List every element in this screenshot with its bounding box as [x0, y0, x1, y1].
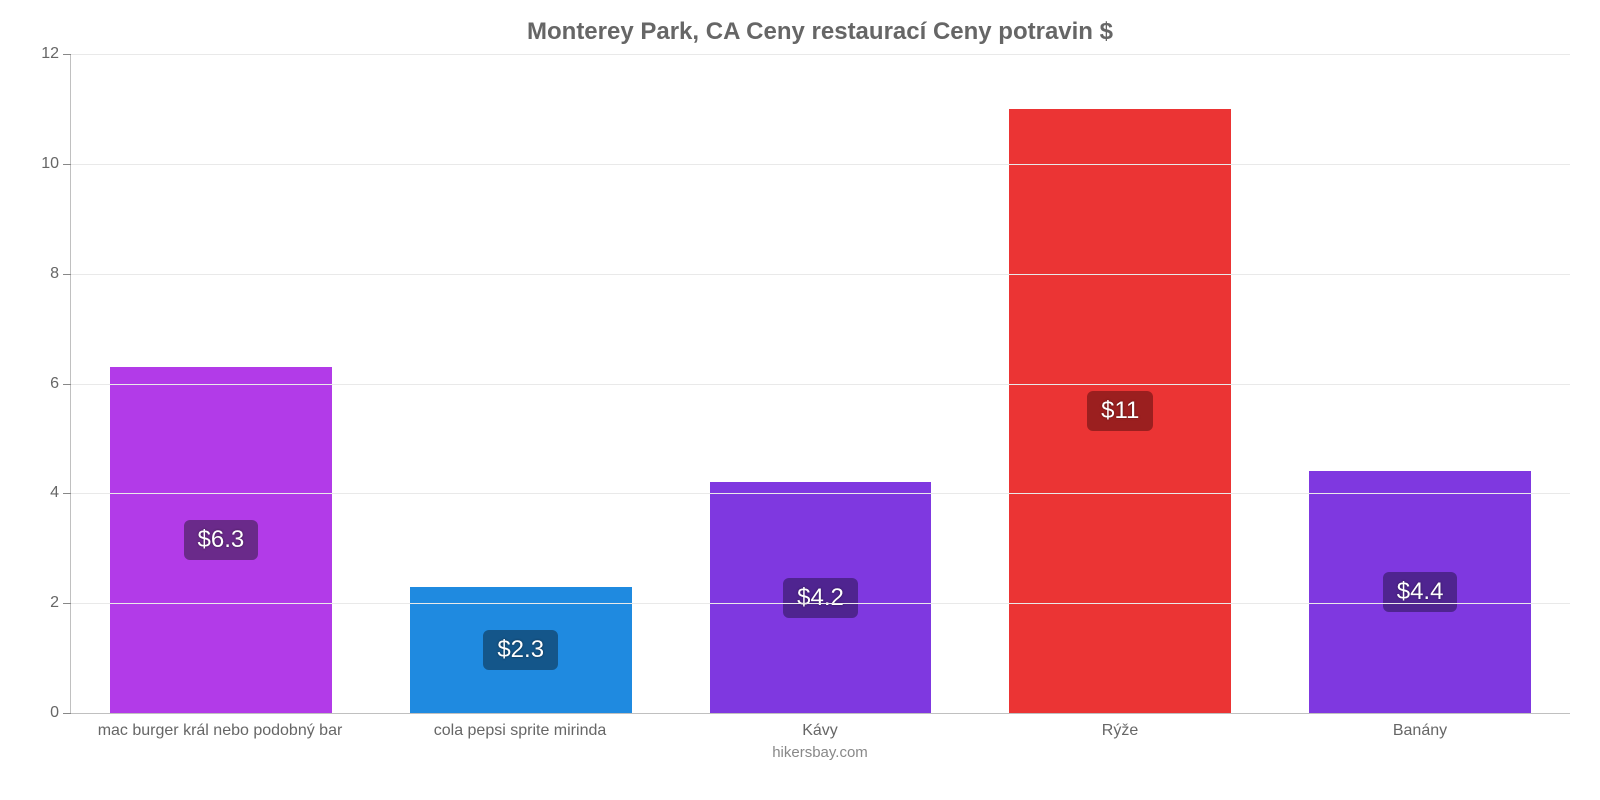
x-axis: mac burger král nebo podobný barcola pep…: [70, 722, 1570, 740]
y-axis-label: 0: [50, 704, 71, 722]
bar: $6.3: [110, 367, 332, 713]
value-badge: $11: [1087, 391, 1153, 431]
gridline: [71, 274, 1570, 275]
y-axis-label: 10: [41, 155, 71, 173]
bar: $4.2: [710, 482, 932, 713]
x-axis-label: mac burger král nebo podobný bar: [70, 722, 370, 740]
attribution-text: hikersbay.com: [70, 744, 1570, 761]
x-axis-label: Kávy: [670, 722, 970, 740]
gridline: [71, 384, 1570, 385]
bar: $4.4: [1309, 471, 1531, 713]
gridline: [71, 164, 1570, 165]
x-axis-label: Rýže: [970, 722, 1270, 740]
plot-area: $6.3$2.3$4.2$11$4.4 024681012: [70, 54, 1570, 714]
value-badge: $2.3: [483, 630, 558, 670]
x-axis-label: Banány: [1270, 722, 1570, 740]
x-axis-label: cola pepsi sprite mirinda: [370, 722, 670, 740]
y-axis-label: 2: [50, 594, 71, 612]
price-bar-chart: Monterey Park, CA Ceny restaurací Ceny p…: [0, 0, 1600, 800]
chart-title: Monterey Park, CA Ceny restaurací Ceny p…: [70, 10, 1570, 54]
bar: $11: [1009, 109, 1231, 713]
y-axis-label: 12: [41, 45, 71, 63]
bar: $2.3: [410, 587, 632, 713]
value-badge: $4.4: [1383, 572, 1458, 612]
value-badge: $4.2: [783, 578, 858, 618]
value-badge: $6.3: [184, 520, 259, 560]
y-axis-label: 8: [50, 265, 71, 283]
y-axis-label: 4: [50, 484, 71, 502]
gridline: [71, 493, 1570, 494]
y-axis-label: 6: [50, 375, 71, 393]
gridline: [71, 603, 1570, 604]
gridline: [71, 54, 1570, 55]
